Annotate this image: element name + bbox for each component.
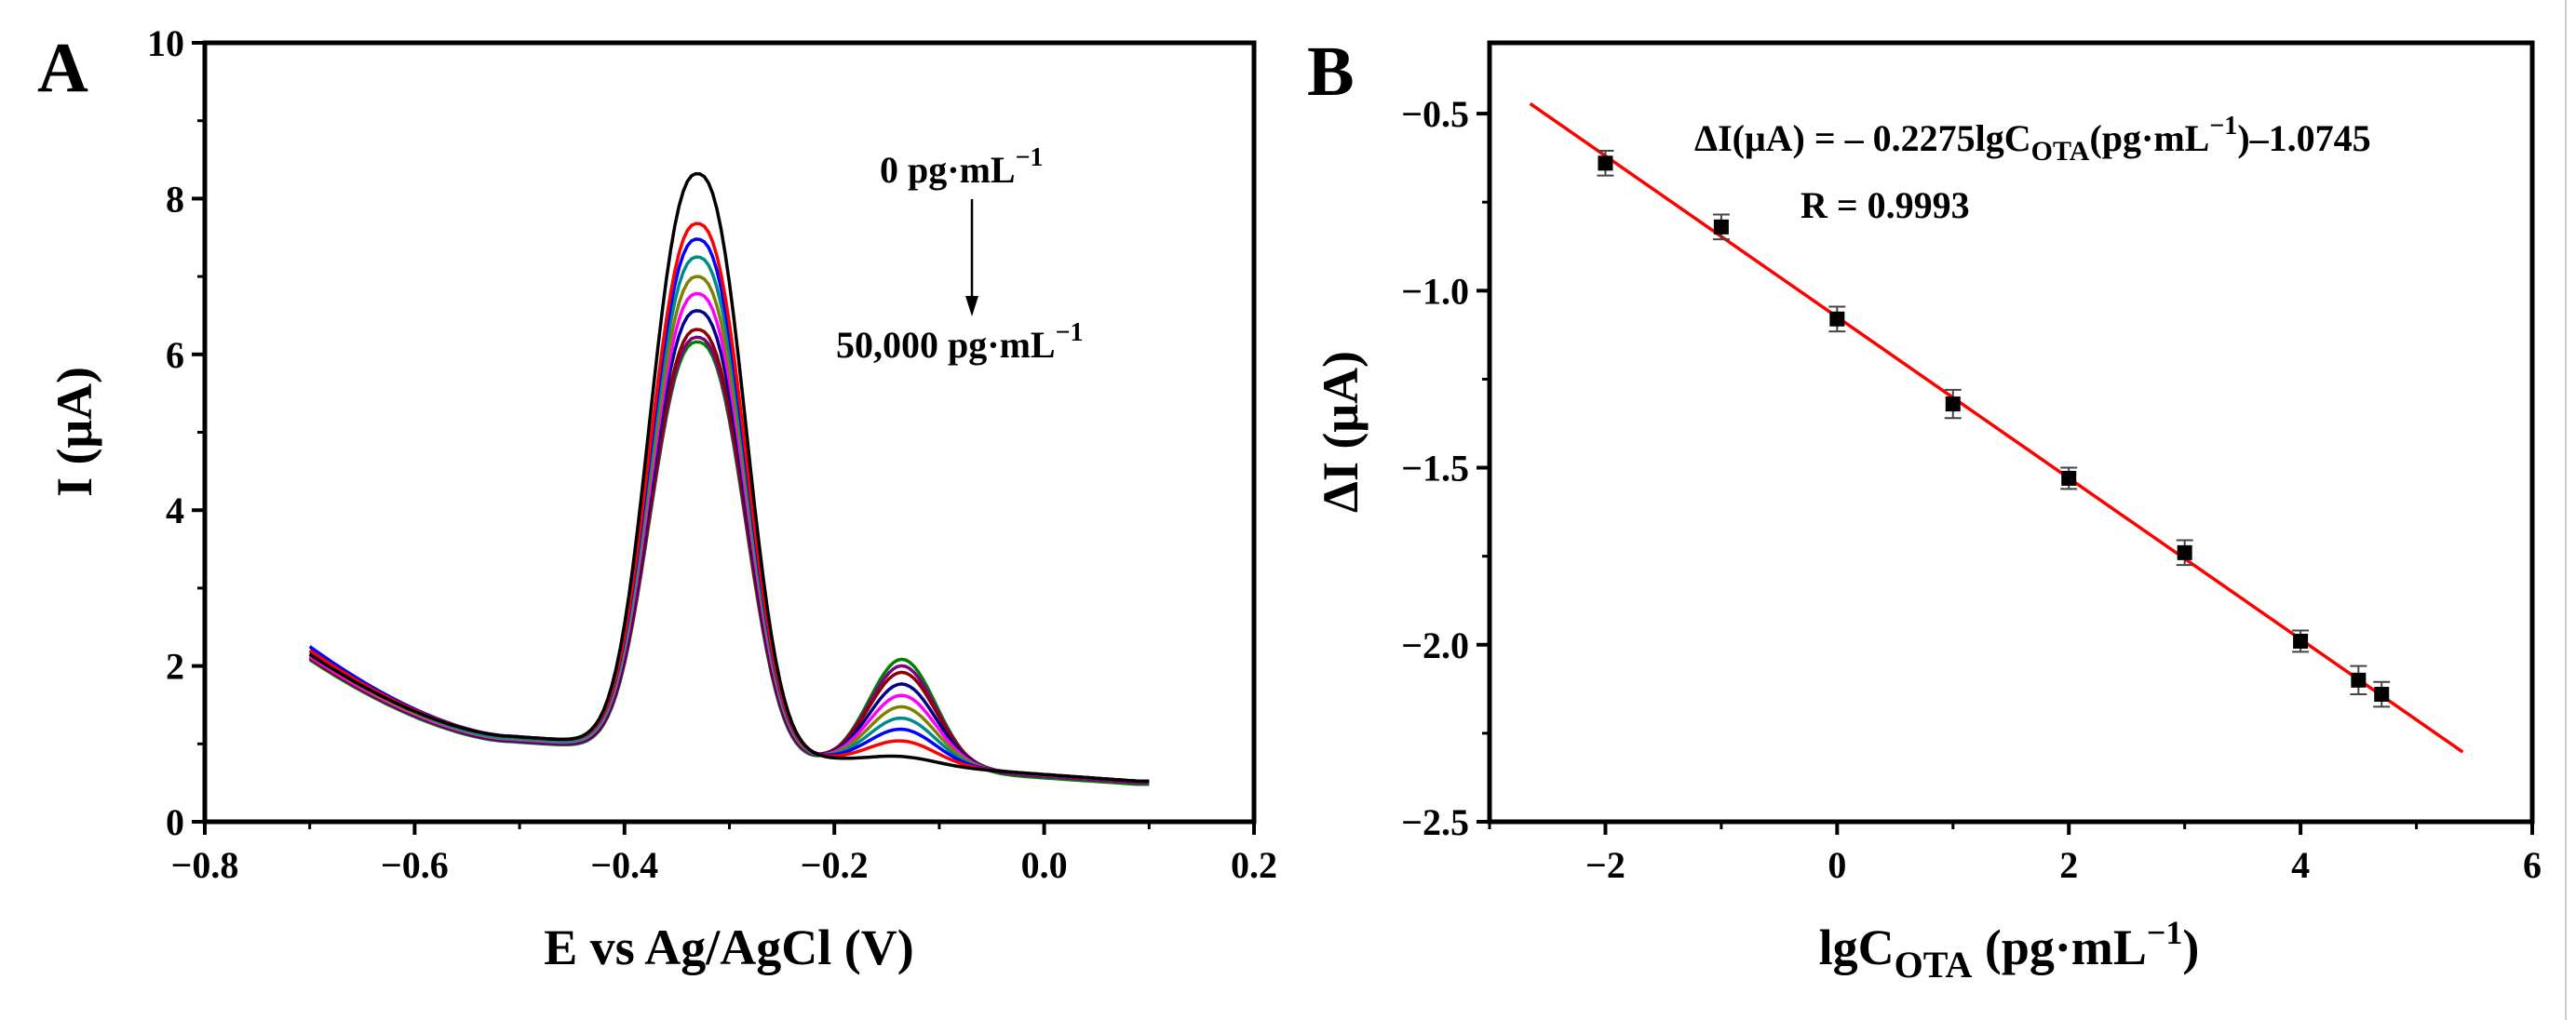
panel-a-y-ticks: 0 2 4 6 8 10 [147, 22, 205, 843]
panel-a-letter: A [37, 29, 88, 107]
panel-b-points [1597, 150, 2391, 708]
x-title-sup: −1 [2147, 914, 2183, 951]
voltammogram-curve [308, 171, 1150, 784]
annotation-bottom-text: 50,000 pg·mL [836, 324, 1056, 366]
equation-sub: OTA [2031, 136, 2090, 167]
point-marker [2351, 672, 2367, 688]
a-x-tick-label: −0.6 [381, 844, 449, 886]
panel-a-x-axis-title: E vs Ag/AgCl (V) [544, 919, 914, 975]
panel-b-y-axis-title: ΔI (μA) [1313, 351, 1369, 513]
b-y-tick-label: −2.5 [1401, 801, 1469, 843]
data-point [2176, 539, 2193, 567]
a-y-tick-label: 10 [147, 22, 184, 64]
annotation-bottom-concentration: 50,000 pg·mL−1 [836, 318, 1084, 366]
panel-b: B −2 0 2 4 6 −0.5−1.0−1.5−2.0−2.5 lgCOTA (pg… [1307, 33, 2542, 986]
panel-b-x-axis-title: lgCOTA (pg·mL−1) [1819, 914, 2200, 986]
panel-a-frame [202, 40, 1257, 825]
annotation-top-concentration: 0 pg·mL−1 [880, 143, 1044, 191]
b-x-tick-label: 4 [2291, 844, 2310, 886]
data-point [2373, 680, 2391, 708]
equation-part-1: ΔI(μA) = – 0.2275lgC [1694, 117, 2031, 159]
a-x-tick-label: 0.2 [1231, 844, 1277, 886]
a-x-tick-label: 0.0 [1021, 844, 1068, 886]
panel-b-frame [1487, 40, 2535, 825]
data-point [2292, 629, 2310, 653]
annotation-top-text: 0 pg·mL [880, 149, 1016, 191]
panel-a-curves [308, 171, 1150, 786]
x-title-close: ) [2182, 919, 2199, 975]
point-marker [1829, 311, 1845, 327]
b-y-tick-label: −1.0 [1401, 270, 1469, 312]
data-point [1712, 213, 1730, 241]
point-marker [1598, 155, 1613, 171]
data-point [1597, 150, 1614, 177]
x-title-sub: OTA [1895, 944, 1973, 986]
a-x-tick-label: −0.4 [590, 844, 658, 886]
b-x-tick-label: −2 [1585, 844, 1625, 886]
b-x-tick-label: 2 [2059, 844, 2078, 886]
a-x-tick-label: −0.2 [801, 844, 869, 886]
equation-sup: −1 [2209, 112, 2237, 141]
a-y-tick-label: 0 [166, 801, 184, 843]
data-point [1828, 305, 1846, 333]
point-marker [2293, 633, 2309, 649]
point-marker [1945, 396, 1961, 412]
equation-part-3: )–1.0745 [2237, 117, 2370, 159]
panel-b-fit-line [1529, 101, 2464, 754]
data-point [2060, 466, 2078, 490]
annotation-bottom-sup: −1 [1056, 318, 1084, 347]
annotation-arrow-head [965, 296, 978, 316]
panel-a-x-ticks: −0.8 −0.6 −0.4 −0.2 0.0 0.2 [171, 822, 1277, 886]
point-marker [2374, 687, 2390, 703]
point-marker [2177, 544, 2192, 560]
point-marker [1713, 219, 1729, 235]
b-y-tick-label: −2.0 [1401, 624, 1469, 666]
x-title-tail: (pg·mL [1972, 919, 2147, 975]
r-value: R = 0.9993 [1801, 184, 1970, 226]
b-x-tick-label: 6 [2523, 844, 2542, 886]
panel-a-y-axis-title: I (μA) [47, 367, 102, 497]
panel-a: A −0.8 −0.6 −0.4 −0.2 0.0 0.2 0 2 4 6 8 10 E vs Ag… [37, 22, 1277, 975]
point-marker [2061, 470, 2077, 486]
fit-equation: ΔI(μA) = – 0.2275lgCOTA(pg·mL−1)–1.0745 [1694, 112, 2371, 167]
b-y-tick-label: −1.5 [1401, 448, 1469, 490]
data-point [2350, 664, 2367, 696]
equation-part-2: (pg·mL [2089, 117, 2209, 159]
x-title-main: lgC [1819, 919, 1895, 975]
panel-b-letter: B [1307, 33, 1355, 111]
linear-fit-line [1529, 101, 2464, 754]
data-point [1944, 388, 1962, 420]
a-y-tick-label: 8 [166, 178, 184, 220]
a-y-tick-label: 4 [166, 490, 184, 531]
panel-b-y-ticks: −0.5 −1.0 −1.5 −2.0 −2.5 [1401, 93, 1490, 843]
a-y-tick-label: 6 [166, 334, 184, 376]
a-x-tick-label: −0.8 [171, 844, 239, 886]
b-y-tick-label: −0.5 [1401, 93, 1469, 135]
b-x-tick-label: 0 [1827, 844, 1846, 886]
annotation-top-sup: −1 [1016, 143, 1044, 172]
voltammogram-curve [308, 221, 1150, 784]
panel-b-x-ticks: −2 0 2 4 6 [1488, 822, 2542, 886]
a-y-tick-label: 2 [166, 646, 184, 688]
